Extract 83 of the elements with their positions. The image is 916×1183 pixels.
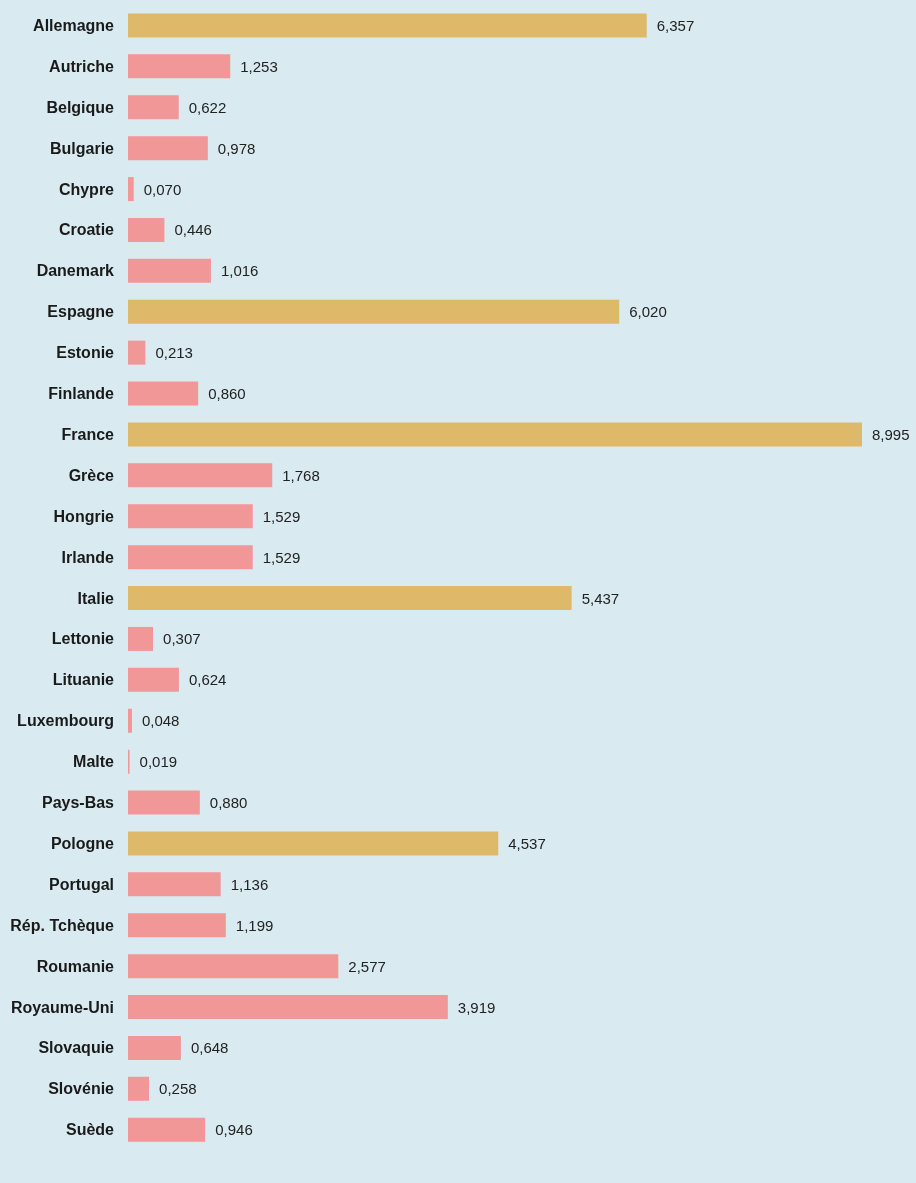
data-label: 6,020 (629, 303, 667, 321)
bar (128, 177, 134, 202)
y-tick-label: Chypre (58, 180, 115, 198)
y-tick-label: Finlande (48, 385, 115, 403)
bar (128, 258, 211, 283)
bar (128, 831, 499, 856)
data-label: 0,307 (163, 630, 201, 648)
data-label: 1,016 (220, 262, 259, 280)
y-tick-label: Belgique (46, 98, 115, 116)
y-tick-label: Suède (65, 1121, 115, 1139)
data-label: 0,258 (159, 1080, 197, 1098)
y-tick-label: Slovénie (48, 1080, 115, 1098)
bar (128, 504, 253, 529)
bar (128, 340, 146, 365)
bar (128, 954, 339, 979)
data-label: 6,357 (656, 16, 695, 34)
y-tick-label: Bulgarie (49, 139, 115, 157)
data-label: 0,860 (208, 385, 246, 403)
y-tick-label: Irlande (61, 548, 115, 566)
data-label: 0,946 (215, 1121, 253, 1139)
bar (128, 790, 200, 815)
bar (128, 913, 226, 938)
data-label: 0,648 (190, 1039, 229, 1057)
data-label: 3,919 (457, 998, 496, 1016)
data-label: 0,019 (139, 753, 178, 771)
y-tick-label: Allemagne (33, 16, 115, 34)
data-label: 1,529 (262, 548, 301, 566)
bar (128, 463, 273, 488)
bar (128, 422, 862, 447)
data-label: 0,048 (141, 712, 180, 730)
data-label: 4,537 (508, 834, 546, 852)
y-tick-label: Lettonie (51, 630, 115, 648)
y-tick-label: Italie (77, 589, 115, 607)
y-tick-label: Estonie (56, 344, 115, 362)
data-label: 2,577 (348, 957, 386, 975)
y-tick-label: Royaume-Uni (10, 998, 114, 1016)
y-tick-label: Grèce (68, 466, 115, 484)
y-tick-label: Danemark (36, 262, 115, 280)
bar (128, 299, 620, 324)
y-tick-label: Rép. Tchèque (10, 916, 115, 934)
bar (128, 217, 165, 242)
bar (128, 381, 199, 406)
y-tick-label: Malte (73, 753, 115, 771)
data-label: 8,995 (872, 425, 910, 443)
bar (128, 586, 572, 611)
bar (128, 13, 647, 38)
bar (128, 872, 221, 897)
data-label: 0,213 (155, 344, 193, 362)
y-tick-label: Lituanie (52, 671, 115, 689)
data-label: 1,529 (262, 507, 301, 525)
bar (128, 667, 179, 692)
data-label: 0,978 (217, 139, 256, 157)
data-label: 0,624 (188, 671, 227, 689)
bar (128, 1035, 181, 1060)
y-tick-label: Slovaquie (38, 1039, 115, 1057)
data-label: 1,199 (235, 916, 274, 934)
y-tick-label: Roumanie (36, 957, 115, 975)
bar (128, 545, 253, 570)
y-tick-label: France (61, 425, 115, 443)
bar (128, 995, 448, 1020)
data-label: 1,768 (282, 466, 320, 484)
bar (128, 136, 208, 161)
bar (128, 54, 231, 79)
data-label: 0,446 (174, 221, 212, 239)
y-tick-label: Pologne (50, 834, 115, 852)
y-tick-label: Autriche (49, 57, 115, 75)
y-tick-label: Luxembourg (17, 712, 114, 730)
y-tick-label: Portugal (49, 875, 114, 893)
y-tick-label: Hongrie (53, 507, 115, 525)
bar (128, 626, 154, 651)
data-label: 1,253 (240, 57, 278, 75)
bar (128, 708, 132, 733)
bar (128, 1117, 206, 1142)
data-label: 0,622 (188, 98, 227, 116)
data-label: 0,880 (209, 794, 248, 812)
y-tick-label: Espagne (47, 303, 115, 321)
data-label: 0,070 (143, 180, 182, 198)
bar (128, 95, 179, 120)
data-label: 5,437 (581, 589, 620, 607)
data-label: 1,136 (230, 875, 269, 893)
bar (128, 1076, 150, 1101)
y-tick-label: Pays-Bas (41, 794, 115, 812)
y-tick-label: Croatie (58, 221, 115, 239)
